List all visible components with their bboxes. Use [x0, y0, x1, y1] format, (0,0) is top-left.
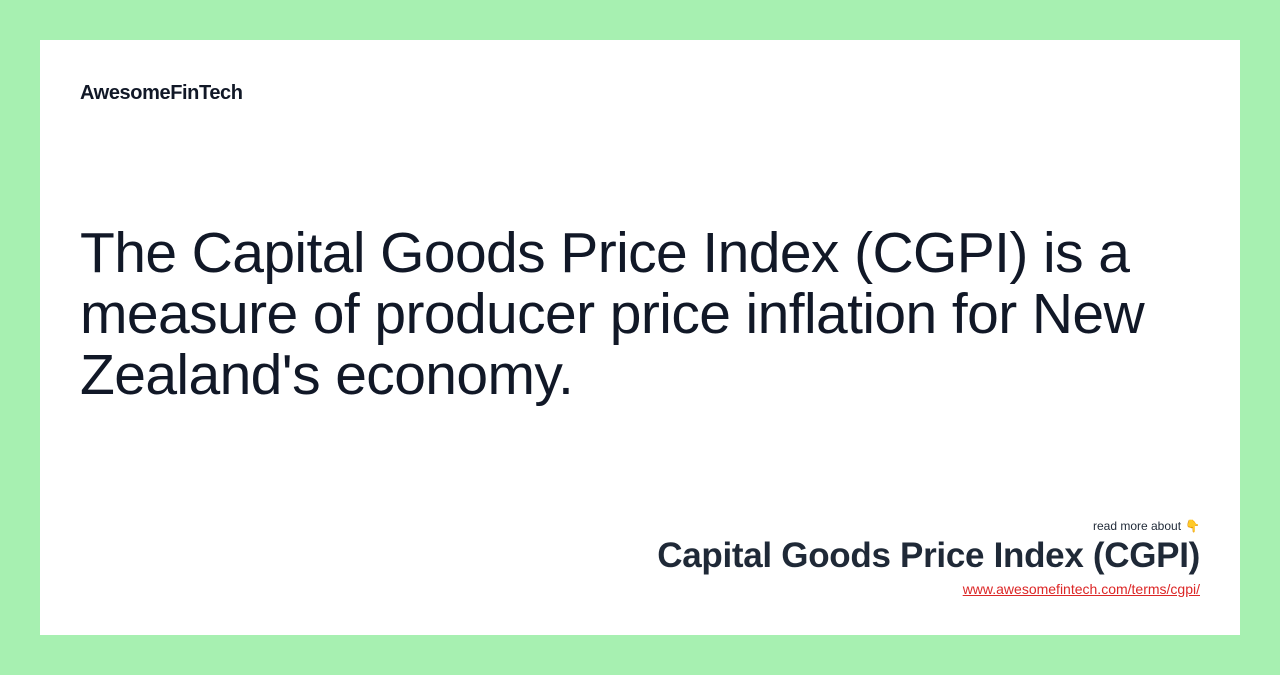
term-title: Capital Goods Price Index (CGPI)	[657, 536, 1200, 575]
read-more-section: read more about 👇 Capital Goods Price Ind…	[657, 518, 1200, 599]
brand-logo[interactable]: AwesomeFinTech	[80, 82, 243, 104]
content-card: AwesomeFinTech The Capital Goods Price I…	[40, 40, 1240, 635]
read-more-label: read more about 👇	[657, 518, 1200, 534]
pointing-down-icon: 👇	[1185, 519, 1200, 533]
term-link[interactable]: www.awesomefintech.com/terms/cgpi/	[962, 581, 1200, 597]
read-more-text: read more about	[1092, 519, 1182, 533]
headline: The Capital Goods Price Index (CGPI) is …	[80, 221, 1145, 407]
